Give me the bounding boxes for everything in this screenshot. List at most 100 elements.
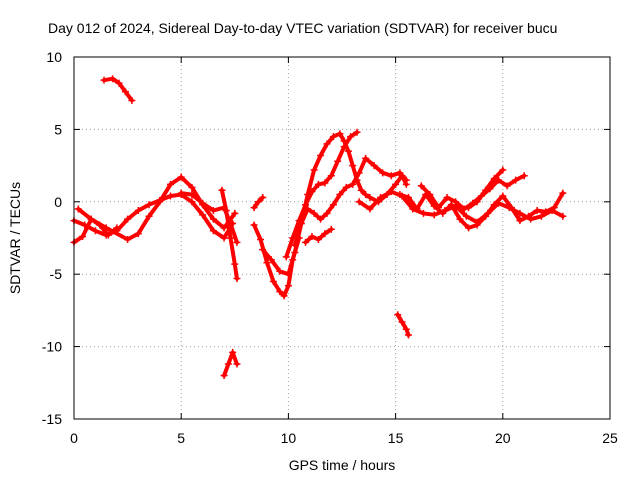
data-point [349, 162, 357, 170]
data-point [456, 215, 464, 223]
data-point [302, 238, 310, 246]
data-point [447, 201, 455, 209]
x-axis-label: GPS time / hours [289, 457, 396, 473]
data-point [387, 188, 395, 196]
data-point [323, 209, 331, 217]
data-point [396, 191, 404, 199]
data-point [490, 175, 498, 183]
series-arc-7 [222, 350, 239, 378]
data-point [259, 193, 267, 201]
data-point [559, 212, 567, 220]
data-point [280, 292, 288, 300]
data-point [516, 217, 524, 225]
data-point [166, 192, 174, 200]
data-point [220, 234, 228, 242]
data-point [113, 224, 121, 232]
data-point [310, 209, 318, 217]
data-point [250, 221, 258, 229]
grid-layer [74, 57, 610, 419]
data-point [188, 191, 196, 199]
series-arc-15 [397, 191, 565, 230]
data-point [392, 180, 400, 188]
data-point [329, 201, 337, 209]
data-point [128, 96, 136, 104]
data-point [462, 212, 470, 220]
data-point [231, 209, 239, 217]
data-point [284, 270, 292, 278]
data-point [156, 198, 164, 206]
data-point [460, 205, 468, 213]
data-point [362, 154, 370, 162]
data-point [317, 215, 325, 223]
data-point [349, 180, 357, 188]
data-point [188, 183, 196, 191]
data-point [387, 172, 395, 180]
data-point [426, 191, 434, 199]
data-point [104, 231, 112, 239]
data-point [344, 147, 352, 155]
data-point [134, 230, 142, 238]
data-point [353, 128, 361, 136]
x-tick-label: 15 [388, 430, 404, 446]
data-point [396, 169, 404, 177]
data-point [482, 212, 490, 220]
data-point [199, 199, 207, 207]
y-tick-label: -10 [42, 339, 62, 355]
data-point [417, 182, 425, 190]
data-point [124, 235, 132, 243]
data-point [166, 180, 174, 188]
data-point [473, 221, 481, 229]
data-point [276, 288, 284, 296]
data-point [314, 180, 322, 188]
data-point [79, 233, 87, 241]
data-point [321, 179, 329, 187]
data-point [314, 235, 322, 243]
data-point [310, 166, 318, 174]
data-point [269, 277, 277, 285]
data-point [336, 130, 344, 138]
data-point [134, 206, 142, 214]
chart-title: Day 012 of 2024, Sidereal Day-to-day VTE… [48, 20, 557, 36]
data-point [355, 169, 363, 177]
data-point [366, 193, 374, 201]
x-tick-label: 10 [281, 430, 297, 446]
data-point [199, 211, 207, 219]
data-point [291, 248, 299, 256]
data-point [188, 198, 196, 206]
data-point [404, 331, 412, 339]
data-point [495, 176, 503, 184]
data-point [402, 325, 410, 333]
data-point [177, 173, 185, 181]
data-point [503, 182, 511, 190]
data-point [404, 193, 412, 201]
data-point [308, 233, 316, 241]
data-point [209, 215, 217, 223]
data-point [473, 198, 481, 206]
data-point [336, 191, 344, 199]
data-point [490, 201, 498, 209]
data-point [282, 253, 290, 261]
data-point [317, 151, 325, 159]
data-point [362, 191, 370, 199]
y-tick-label: -5 [50, 266, 63, 282]
y-tick-label: 10 [46, 49, 62, 65]
data-point [340, 143, 348, 151]
data-point [334, 157, 342, 165]
data-point [284, 282, 292, 290]
data-point [525, 212, 533, 220]
data-point [291, 241, 299, 249]
y-axis-label: SDTVAR / TECUs [7, 182, 23, 294]
data-point [559, 189, 567, 197]
data-point [121, 88, 129, 96]
data-point [276, 267, 284, 275]
data-point [533, 206, 541, 214]
data-point [233, 238, 241, 246]
data-point [366, 205, 374, 213]
data-point [74, 205, 82, 213]
data-point [222, 206, 230, 214]
data-point [209, 206, 217, 214]
data-point [257, 235, 265, 243]
data-point [464, 204, 472, 212]
series-arc-1 [102, 76, 134, 103]
data-point [259, 246, 267, 254]
